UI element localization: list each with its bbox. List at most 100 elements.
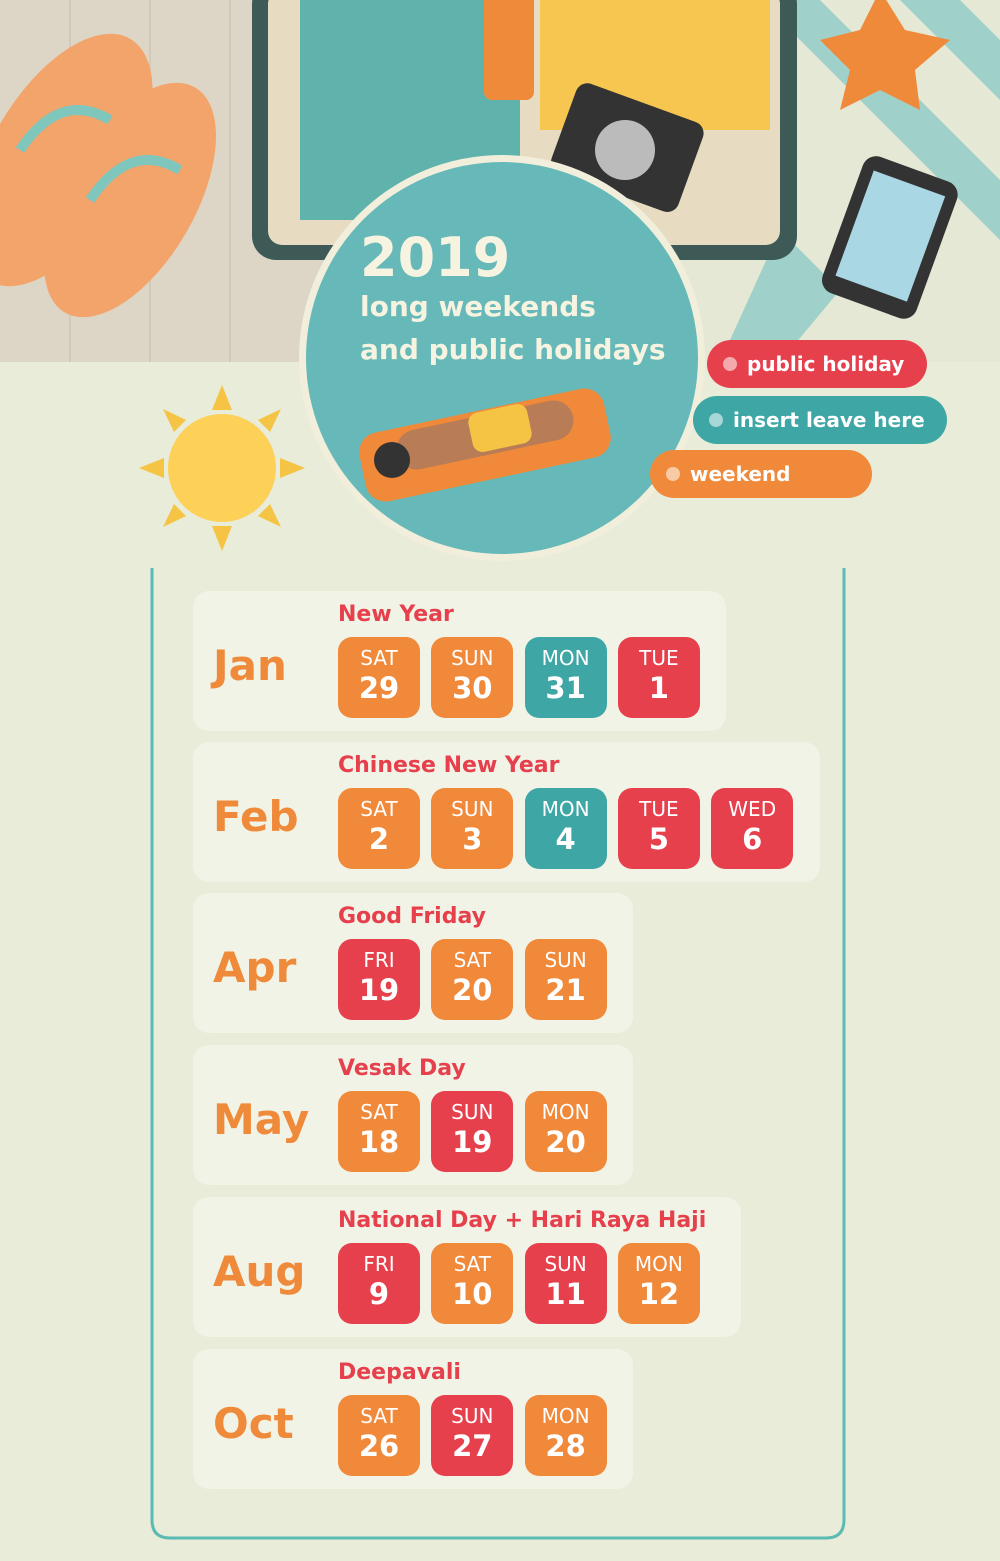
day-of-week: SUN: [451, 797, 494, 821]
day-of-week: WED: [728, 797, 777, 821]
day-date: 21: [545, 973, 586, 1007]
day-of-week: SUN: [451, 646, 494, 670]
lotion: [484, 0, 534, 100]
day-tile: SAT 18: [338, 1091, 420, 1172]
day-of-week: TUE: [639, 797, 679, 821]
day-of-week: MON: [634, 1252, 683, 1276]
day-of-week: SUN: [451, 1100, 494, 1124]
holiday-name: National Day + Hari Raya Haji: [338, 1208, 707, 1233]
holiday-name: New Year: [338, 602, 454, 627]
day-date: 20: [545, 1125, 586, 1159]
day-of-week: MON: [541, 1100, 590, 1124]
legend-item: weekend: [650, 450, 872, 498]
legend-dot: [709, 413, 723, 427]
day-of-week: SUN: [451, 1404, 494, 1428]
subtitle: long weekends: [360, 290, 596, 323]
day-date: 19: [452, 1125, 493, 1159]
day-date: 28: [545, 1429, 586, 1463]
day-tile: MON 12: [617, 1243, 700, 1324]
day-of-week: SAT: [453, 1252, 491, 1276]
flip-flops: [0, 33, 216, 318]
day-of-week: SAT: [360, 1100, 398, 1124]
day-of-week: TUE: [639, 646, 679, 670]
day-tile: TUE 5: [617, 788, 700, 869]
camera-lens: [595, 120, 655, 180]
month-label: May: [213, 1095, 310, 1144]
day-date: 10: [452, 1277, 493, 1311]
day-tile: WED 6: [711, 788, 794, 869]
day-tile: SAT 26: [338, 1395, 420, 1476]
legend-dot: [666, 467, 680, 481]
title: 2019: [360, 226, 511, 289]
day-date: 27: [452, 1429, 493, 1463]
day-date: 6: [742, 822, 763, 856]
day-date: 31: [545, 671, 586, 705]
day-tile: MON 28: [524, 1395, 607, 1476]
day-of-week: MON: [541, 646, 590, 670]
day-date: 3: [462, 822, 483, 856]
month-label: Apr: [213, 943, 297, 992]
legend-label: weekend: [690, 462, 791, 486]
day-of-week: SAT: [360, 797, 398, 821]
day-tile: FRI 9: [338, 1243, 420, 1324]
day-of-week: SAT: [360, 1404, 398, 1428]
day-of-week: SUN: [544, 948, 587, 972]
day-of-week: SAT: [453, 948, 491, 972]
day-of-week: FRI: [363, 1252, 395, 1276]
sunbather: [359, 388, 611, 502]
day-tile: MON 31: [524, 637, 607, 718]
day-tile: FRI 19: [338, 939, 420, 1020]
day-date: 11: [545, 1277, 586, 1311]
holiday-name: Deepavali: [338, 1360, 461, 1385]
day-date: 29: [358, 671, 400, 705]
month-label: Feb: [213, 792, 299, 841]
holiday-name: Chinese New Year: [338, 753, 560, 778]
day-date: 9: [368, 1277, 390, 1311]
legend-item: insert leave here: [693, 396, 947, 444]
day-date: 5: [648, 822, 669, 856]
day-tile: SUN 27: [431, 1395, 514, 1476]
holiday-name: Good Friday: [338, 904, 486, 929]
month-label: Aug: [213, 1247, 306, 1296]
legend-dot: [723, 357, 737, 371]
day-tile: SAT 20: [431, 939, 514, 1020]
day-of-week: MON: [541, 1404, 590, 1428]
day-date: 26: [358, 1429, 400, 1463]
phone-screen: [835, 170, 946, 302]
day-date: 12: [638, 1277, 680, 1311]
day-date: 4: [555, 822, 576, 856]
day-date: 1: [648, 671, 669, 705]
day-date: 19: [358, 973, 400, 1007]
legend-label: public holiday: [747, 352, 905, 376]
sun: [139, 385, 305, 551]
day-date: 20: [452, 973, 493, 1007]
legend-item: public holiday: [707, 340, 927, 388]
day-tile: MON 4: [524, 788, 607, 869]
day-date: 30: [452, 671, 493, 705]
day-of-week: FRI: [363, 948, 395, 972]
frame: [150, 568, 846, 1540]
subtitle: and public holidays: [360, 333, 666, 366]
day-tile: SUN 11: [524, 1243, 607, 1324]
day-date: 18: [358, 1125, 400, 1159]
day-tile: SAT 2: [338, 788, 420, 869]
day-tile: SAT 10: [431, 1243, 514, 1324]
day-tile: MON 20: [524, 1091, 607, 1172]
month-label: Jan: [213, 641, 287, 690]
day-tile: SUN 21: [524, 939, 607, 1020]
day-tile: SAT 29: [338, 637, 420, 718]
day-tile: SUN 3: [431, 788, 514, 869]
day-of-week: SAT: [360, 646, 398, 670]
day-date: 2: [368, 822, 390, 856]
day-of-week: MON: [541, 797, 590, 821]
starfish: [820, 0, 950, 110]
day-tile: SUN 19: [431, 1091, 514, 1172]
holiday-name: Vesak Day: [338, 1056, 466, 1081]
month-label: Oct: [213, 1399, 294, 1448]
legend-label: insert leave here: [733, 408, 925, 432]
day-of-week: SUN: [544, 1252, 587, 1276]
day-tile: SUN 30: [431, 637, 514, 718]
day-tile: TUE 1: [617, 637, 700, 718]
